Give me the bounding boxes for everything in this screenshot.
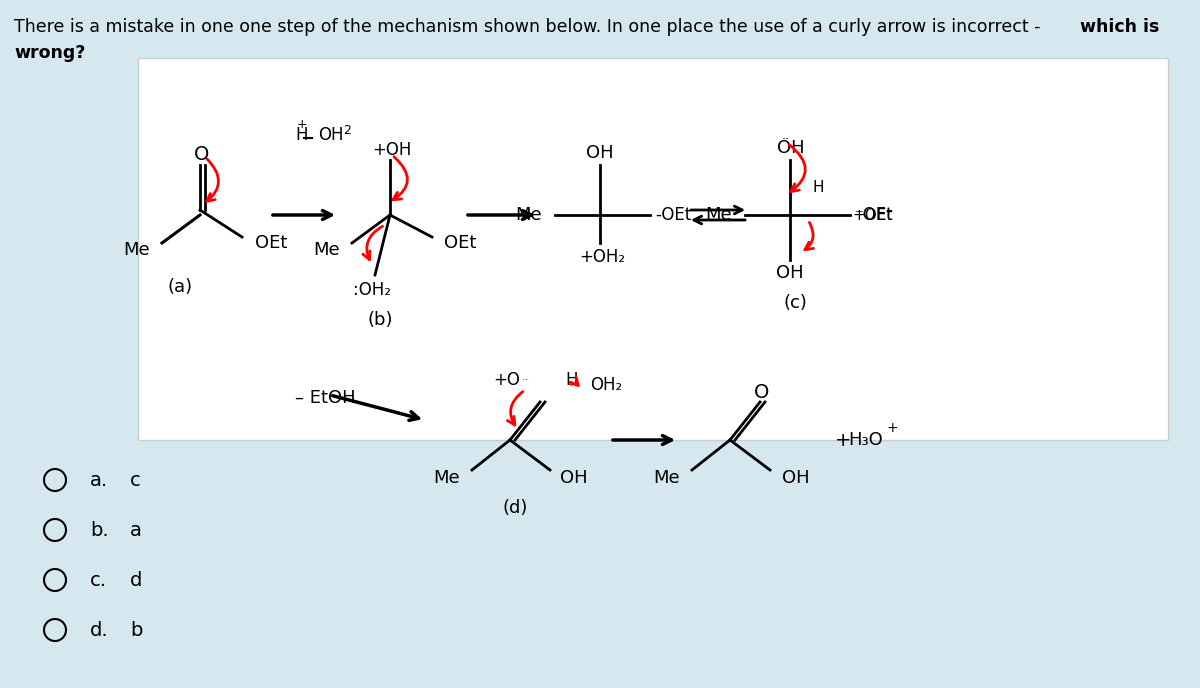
FancyArrowPatch shape [206,159,218,202]
Text: Me: Me [515,206,542,224]
Text: c: c [130,471,140,489]
Text: Me: Me [706,206,732,224]
Text: +: + [298,118,307,131]
Text: (c): (c) [784,294,806,312]
Text: b.: b. [90,521,109,539]
Text: O: O [755,383,769,402]
Text: H: H [295,126,307,144]
Text: – EtOH: – EtOH [295,389,355,407]
Text: OH: OH [782,469,810,487]
FancyArrowPatch shape [362,226,383,259]
Text: H₃O: H₃O [848,431,883,449]
Text: Me: Me [653,469,680,487]
Text: +OEt: +OEt [852,208,893,222]
Text: b: b [130,621,143,640]
Text: OEt: OEt [256,234,287,252]
Text: +OH: +OH [372,141,412,159]
Text: OH: OH [586,144,614,162]
Text: There is a mistake in one one step of the mechanism shown below. In one place th: There is a mistake in one one step of th… [14,18,1046,36]
Text: Me: Me [433,469,460,487]
Text: a: a [130,521,142,539]
Text: Me: Me [124,241,150,259]
Text: O: O [194,145,210,164]
FancyArrowPatch shape [790,144,805,191]
Text: -OEt: -OEt [655,206,691,224]
Text: H: H [812,180,823,195]
Text: ⁻OEt: ⁻OEt [854,206,894,224]
Text: d: d [130,570,143,590]
Text: OH: OH [560,469,588,487]
Text: (b): (b) [367,311,392,329]
Text: (a): (a) [168,278,192,296]
Text: +OH₂: +OH₂ [578,248,625,266]
Text: :OH₂: :OH₂ [353,281,391,299]
Text: Me: Me [313,241,340,259]
Text: which is: which is [1080,18,1159,36]
Text: OH: OH [776,264,804,282]
Text: ··: ·· [782,133,790,147]
FancyArrowPatch shape [805,222,814,250]
Text: OH₂: OH₂ [590,376,623,394]
Text: H: H [565,371,577,389]
Text: +: + [887,421,899,435]
Text: (d): (d) [503,499,528,517]
FancyArrowPatch shape [508,391,523,425]
Text: 2: 2 [343,124,350,137]
Text: +O: +O [493,371,520,389]
Bar [138,58,1168,440]
Text: d.: d. [90,621,109,640]
Text: a.: a. [90,471,108,489]
Text: c.: c. [90,570,107,590]
Text: OH: OH [778,139,805,157]
Text: OEt: OEt [444,234,476,252]
Text: ··: ·· [522,375,529,385]
FancyArrowPatch shape [570,377,578,385]
Text: OH: OH [318,126,343,144]
Text: wrong?: wrong? [14,44,85,62]
FancyArrowPatch shape [392,157,408,200]
Text: +: + [835,431,852,449]
